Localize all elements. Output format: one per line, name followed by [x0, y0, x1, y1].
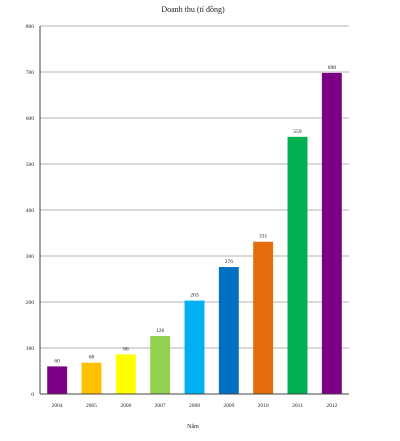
bar-2006 — [115, 354, 136, 394]
data-label-2011: 559 — [293, 129, 302, 135]
x-tick-label-2011: 2011 — [292, 403, 303, 409]
x-tick-label-2009: 2009 — [223, 403, 234, 409]
chart-title: Doanh thu (tỉ đồng) — [161, 5, 225, 14]
x-tick-label-2006: 2006 — [120, 403, 131, 409]
y-tick-label: 200 — [26, 300, 35, 306]
y-tick-label: 800 — [26, 24, 35, 30]
data-label-2009: 276 — [225, 259, 234, 265]
data-label-2007: 126 — [156, 328, 165, 334]
x-tick-label-2004: 2004 — [52, 403, 63, 409]
y-tick-label: 700 — [26, 70, 35, 76]
data-label-2005: 68 — [89, 355, 95, 361]
bar-2007 — [150, 336, 171, 394]
bar-2004 — [47, 366, 68, 394]
data-labels: 60 68 86 126 203 276 331 559 698 — [54, 65, 336, 364]
data-label-2012: 698 — [328, 65, 337, 71]
data-label-2006: 86 — [123, 346, 129, 352]
x-tick-label-2010: 2010 — [258, 403, 269, 409]
x-tick-label-2005: 2005 — [86, 403, 97, 409]
x-axis-ticks: 2004 2005 2006 2007 2008 2009 2010 2011 2012 — [52, 403, 338, 409]
y-tick-label: 0 — [31, 392, 34, 398]
x-tick-label-2008: 2008 — [189, 403, 200, 409]
x-axis-label: Năm — [187, 424, 199, 430]
y-tick-label: 400 — [26, 208, 35, 214]
y-tick-label: 300 — [26, 254, 35, 260]
data-label-2008: 203 — [190, 293, 199, 299]
bar-2011 — [287, 136, 308, 395]
y-tick-label: 500 — [26, 162, 35, 168]
x-tick-label-2007: 2007 — [155, 403, 166, 409]
x-tick-label-2012: 2012 — [326, 403, 337, 409]
bar-2009 — [218, 267, 239, 394]
bars — [47, 72, 342, 395]
data-label-2010: 331 — [259, 234, 268, 240]
y-tick-label: 100 — [26, 346, 35, 352]
bar-2008 — [184, 300, 205, 394]
grid-lines — [40, 25, 349, 395]
y-axis-ticks: 0 100 200 300 400 500 600 700 800 — [26, 24, 35, 398]
bar-2010 — [253, 241, 274, 394]
y-tick-label: 600 — [26, 116, 35, 122]
bar-2005 — [81, 362, 102, 394]
bar-2012 — [321, 72, 342, 395]
data-label-2004: 60 — [54, 358, 60, 364]
